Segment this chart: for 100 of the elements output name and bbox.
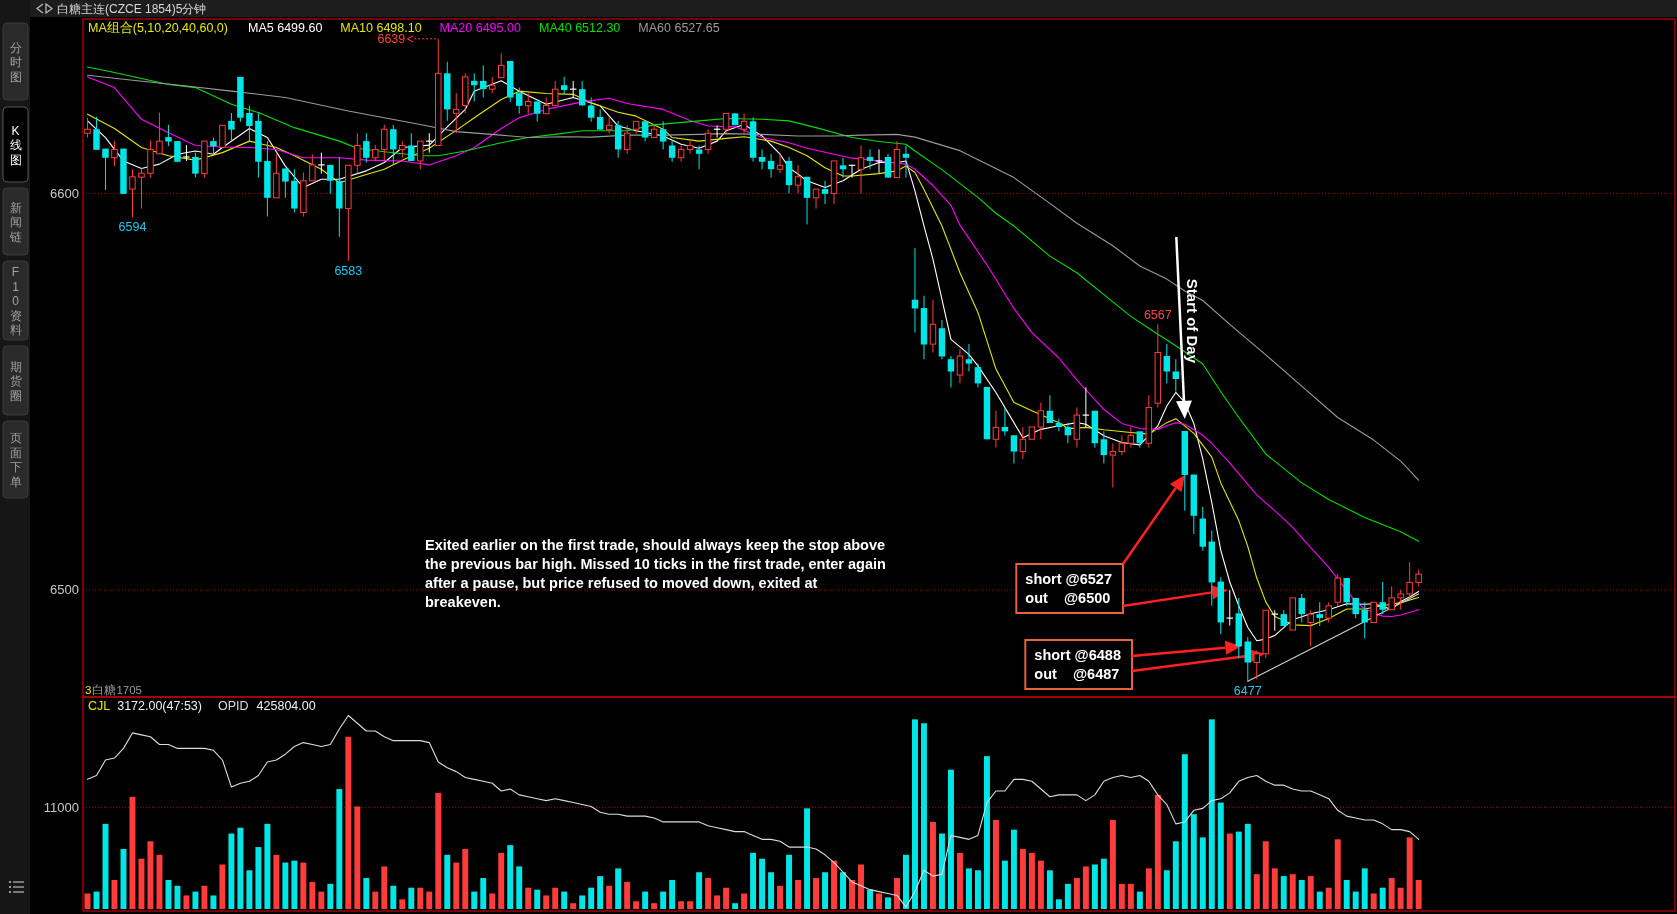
bar	[1001, 860, 1008, 910]
bar	[1217, 802, 1224, 909]
annotation: short @6527	[1025, 571, 1112, 587]
candlestick	[1397, 589, 1404, 611]
candlestick	[1118, 434, 1126, 456]
bar	[399, 899, 406, 909]
bar	[1289, 874, 1296, 909]
candlestick	[129, 168, 136, 218]
bar	[282, 862, 289, 909]
bar	[1316, 891, 1323, 909]
bar	[849, 879, 855, 909]
candlestick	[524, 92, 532, 115]
bar	[1028, 852, 1035, 909]
bar	[516, 866, 523, 909]
bar	[858, 864, 864, 909]
candlestick	[1100, 430, 1108, 464]
bar	[237, 827, 244, 909]
bar	[381, 866, 388, 909]
bar	[1361, 868, 1368, 909]
candlestick	[803, 176, 811, 225]
candlestick	[354, 132, 361, 174]
bar	[1136, 891, 1143, 909]
candlestick	[1325, 601, 1332, 623]
bar	[507, 845, 514, 909]
candlestick	[1298, 593, 1305, 623]
bar	[965, 868, 972, 909]
candlestick	[1082, 386, 1090, 428]
annotation: out @6500	[1025, 590, 1111, 606]
bar	[1109, 819, 1116, 909]
bar	[1334, 839, 1341, 909]
candlestick	[102, 148, 109, 191]
bar	[714, 895, 721, 909]
candlestick	[596, 108, 604, 131]
candlestick	[695, 144, 703, 170]
bar	[1073, 878, 1080, 909]
text: MA10 6498.10	[340, 21, 422, 35]
bar	[1190, 814, 1197, 909]
bar	[633, 901, 640, 909]
bar	[705, 878, 712, 909]
sidebar-tab: 新闻链	[2, 187, 29, 256]
bar	[974, 870, 981, 909]
bar	[363, 878, 370, 909]
candlestick	[1361, 601, 1368, 639]
bar	[642, 891, 649, 909]
candlestick	[965, 343, 973, 372]
bar	[615, 868, 622, 909]
bar	[759, 858, 766, 909]
bar	[1397, 887, 1404, 909]
candlestick	[902, 144, 910, 179]
bar	[1199, 837, 1206, 909]
bar	[930, 821, 936, 909]
bar	[903, 854, 909, 909]
candlestick	[1406, 561, 1413, 599]
bar	[588, 887, 595, 909]
bar	[462, 849, 469, 909]
bar	[1082, 866, 1089, 909]
bar	[1100, 858, 1107, 909]
candlestick	[947, 355, 955, 388]
candlestick	[668, 140, 676, 163]
bar	[1262, 841, 1269, 909]
bar	[660, 891, 667, 909]
bar	[1163, 870, 1170, 909]
bar	[291, 860, 298, 910]
annotation: 6567	[1143, 308, 1172, 323]
bar	[444, 854, 451, 909]
bar	[1055, 899, 1062, 909]
candlestick	[1307, 609, 1314, 647]
bar	[795, 879, 802, 909]
bar	[192, 891, 199, 909]
candlestick	[1046, 394, 1054, 424]
candlestick	[165, 124, 172, 147]
candlestick	[740, 112, 748, 134]
bar	[804, 808, 811, 909]
bar	[417, 887, 424, 909]
sidebar-tab: 分时图	[2, 22, 29, 101]
bar	[822, 872, 829, 909]
bar	[1154, 794, 1161, 909]
candlestick	[776, 153, 784, 174]
bar	[210, 895, 217, 909]
bar	[1370, 893, 1377, 909]
bar	[885, 897, 891, 909]
bar	[1253, 874, 1260, 909]
candlestick	[174, 140, 181, 163]
candlestick	[1316, 601, 1323, 627]
bar	[300, 862, 307, 909]
sidebar-tab: K线图	[2, 106, 29, 183]
candlestick	[956, 348, 964, 384]
bar	[156, 854, 163, 909]
bar	[1406, 837, 1413, 909]
candlestick	[1270, 609, 1279, 632]
bar	[435, 792, 442, 909]
bar	[1343, 879, 1350, 909]
bar	[219, 864, 226, 909]
bar	[318, 891, 325, 909]
bar	[372, 891, 379, 909]
candlestick	[1019, 426, 1027, 460]
bar	[786, 854, 793, 909]
bar	[1010, 829, 1017, 909]
candlestick	[219, 124, 226, 148]
chart-title: 白糖主连(CZCE 1854)5分钟	[57, 2, 207, 16]
